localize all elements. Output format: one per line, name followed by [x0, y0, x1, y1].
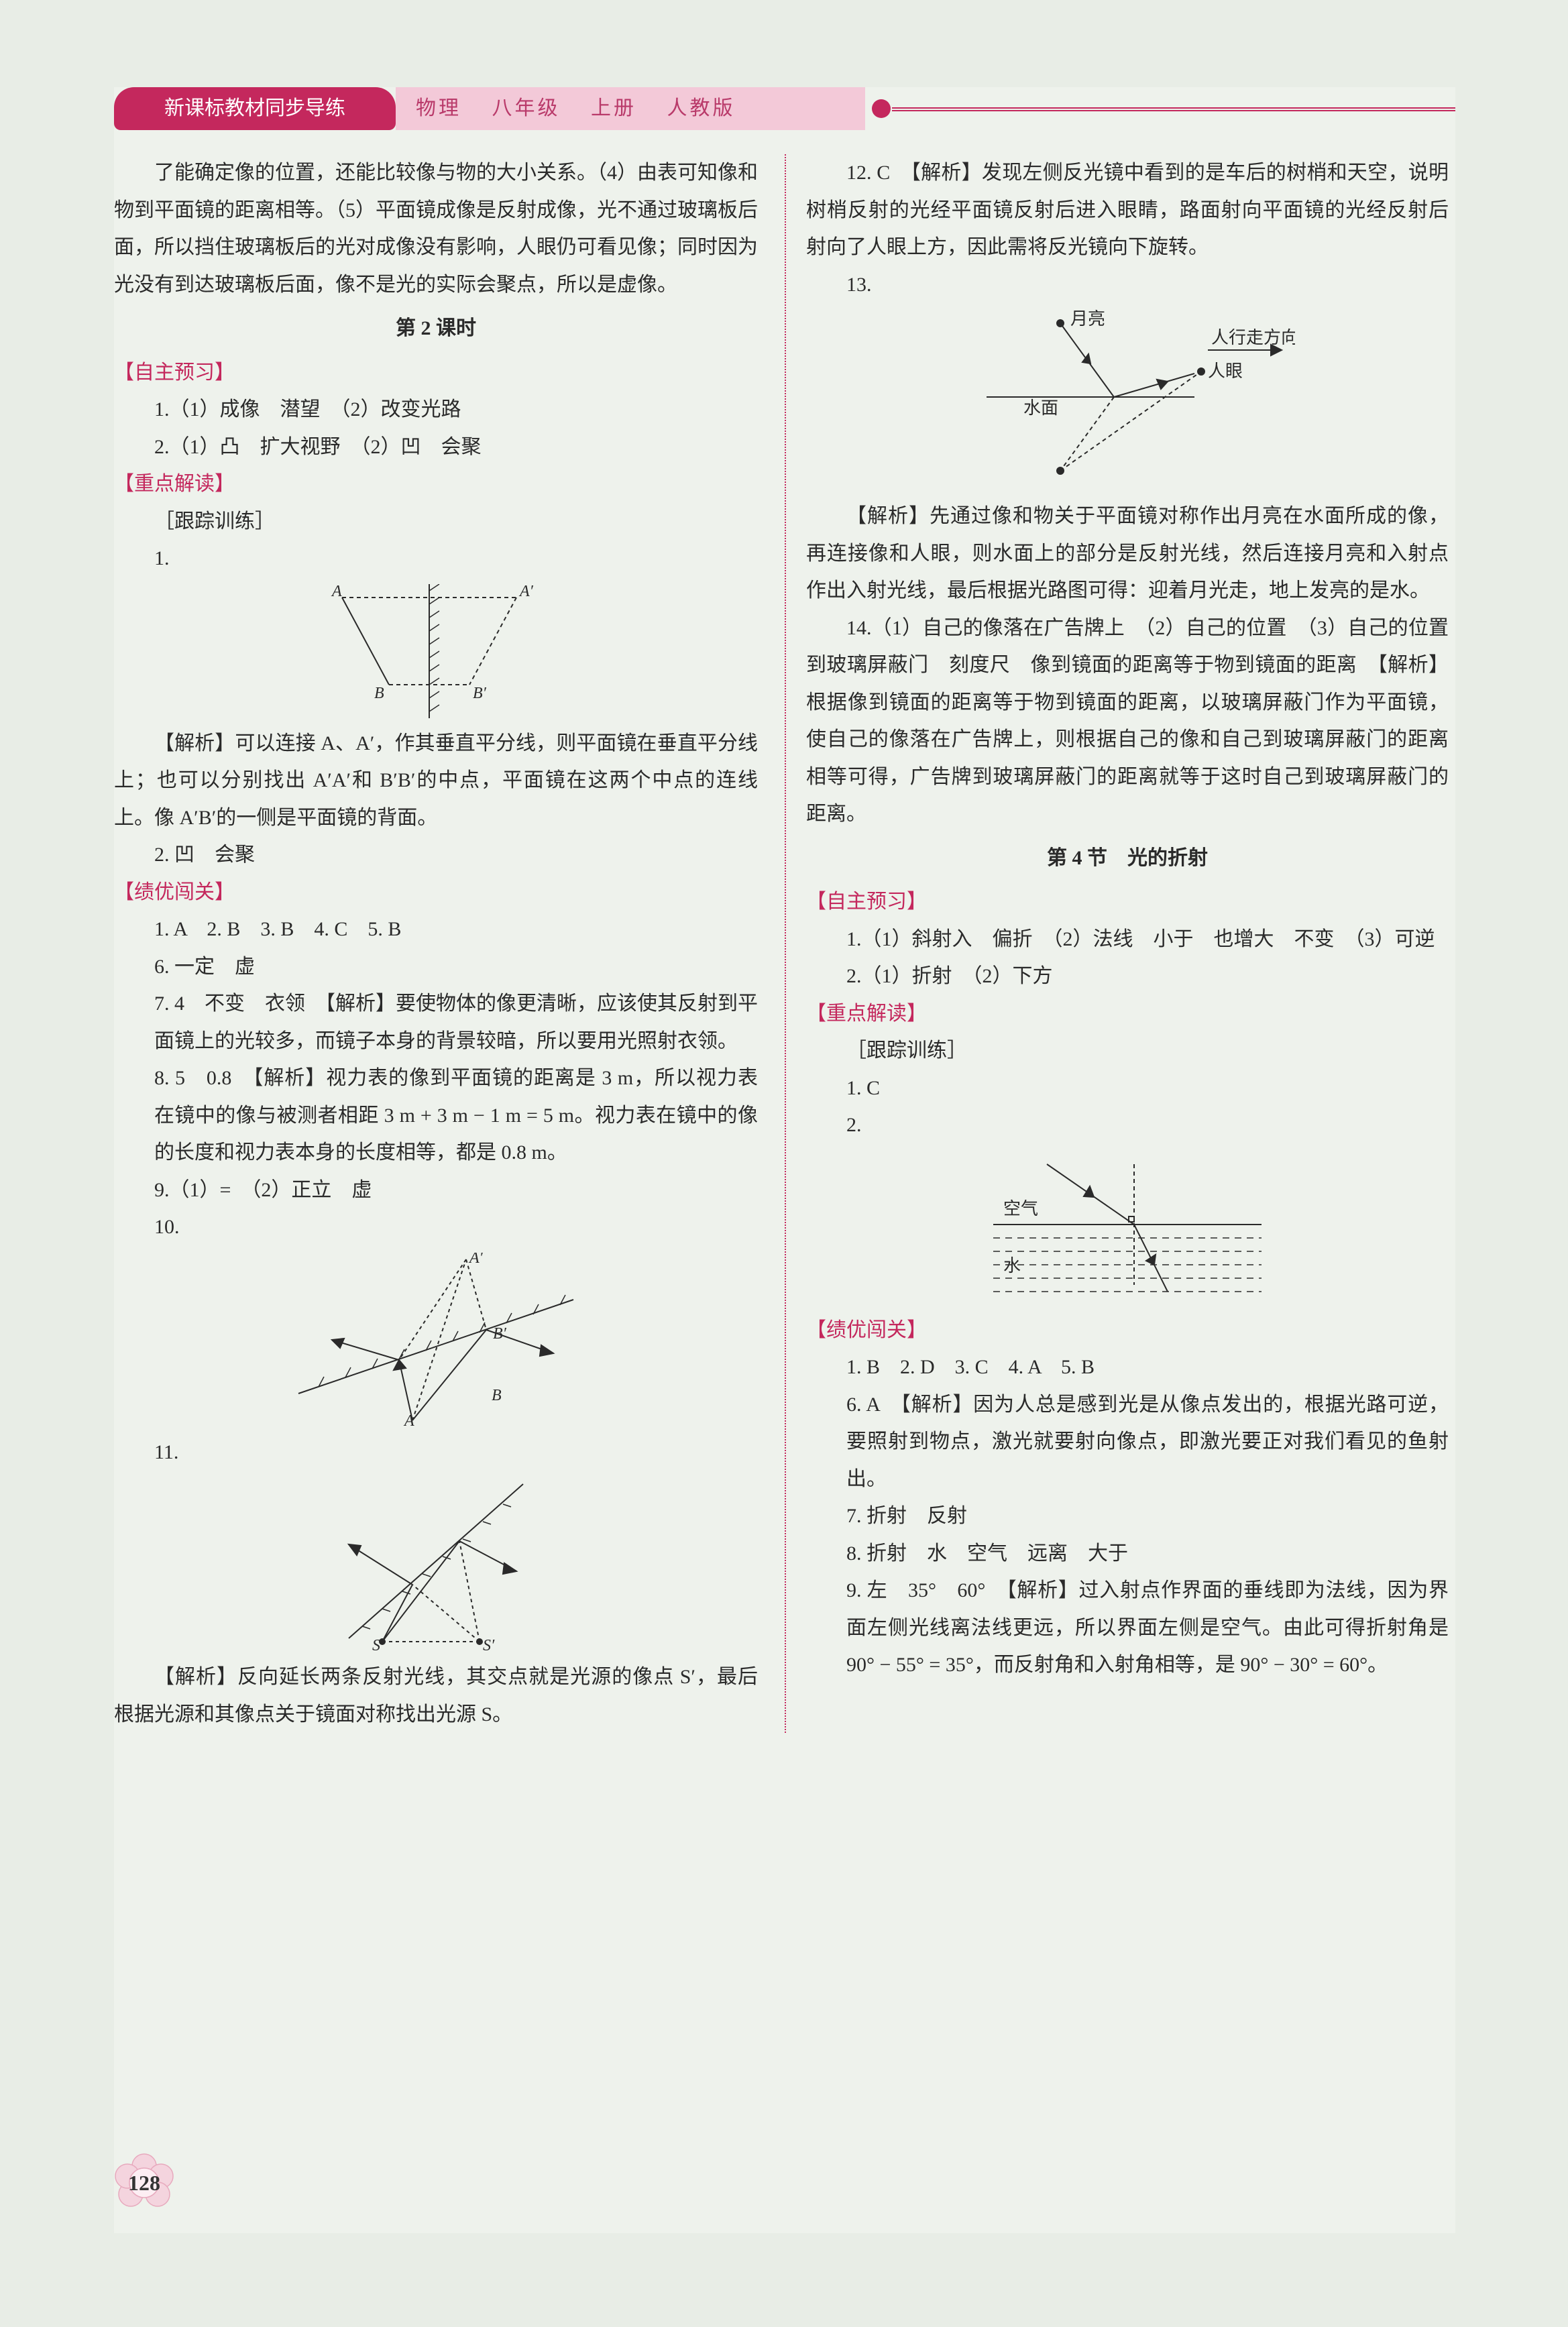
label-eye: 人眼: [1208, 361, 1243, 381]
zizhu-item-2: 2.（1）凸 扩大视野 （2）凹 会聚: [114, 429, 758, 466]
zizhu-r-2: 2.（1）折射 （2）下方: [806, 958, 1449, 995]
jy-6-r: 6. A 【解析】因为人总是感到光是从像点发出的，根据光路可逆，要照射到物点，激…: [806, 1386, 1449, 1498]
zhongdian-label-r: 【重点解读】: [806, 995, 1449, 1033]
jy-9-r: 9. 左 35° 60° 【解析】过入射点作界面的垂线即为法线，因为界面左侧光线…: [806, 1572, 1449, 1684]
gz-1: 1. C: [806, 1070, 1449, 1107]
jy-8: 8. 5 0.8 【解析】视力表的像到平面镜的距离是 3 m，所以视力表在镜中的…: [114, 1060, 758, 1172]
label-A: A: [331, 584, 342, 600]
r-12: 12. C 【解析】发现左侧反光镜中看到的是车后的树梢和天空，说明树梢反射的光经…: [806, 154, 1449, 266]
grade: 八年级: [492, 97, 561, 119]
content-columns: 了能确定像的位置，还能比较像与物的大小关系。（4）由表可知像和物到平面镜的距离相…: [114, 154, 1455, 1733]
jy-1-5: 1. A 2. B 3. B 4. C 5. B: [114, 911, 758, 948]
label-air: 空气: [1003, 1199, 1038, 1218]
page-number-badge: 128: [114, 2153, 174, 2213]
header-meta: 物理 八年级 上册 人教版: [396, 87, 865, 130]
label-water: 水面: [1023, 398, 1058, 418]
zizhu-r-1: 1.（1）斜射入 偏折 （2）法线 小于 也增大 不变 （3）可逆: [806, 921, 1449, 958]
header-dot-icon: [872, 99, 891, 118]
label-S: S: [372, 1637, 380, 1652]
page-header: 新课标教材同步导练 物理 八年级 上册 人教版: [114, 87, 1455, 134]
label-A2: A: [403, 1412, 414, 1427]
label-Sp: S′: [483, 1637, 495, 1652]
intro-paragraph: 了能确定像的位置，还能比较像与物的大小关系。（4）由表可知像和物到平面镜的距离相…: [114, 154, 758, 303]
jiyou-label-r: 【绩优闯关】: [806, 1312, 1449, 1349]
gz-2: 2.: [806, 1106, 1449, 1144]
mirror-diagram-3: S S′: [309, 1477, 563, 1652]
zizhu-item-1: 1.（1）成像 潜望 （2）改变光路: [114, 391, 758, 429]
mirror-diagram-1: A A′ B B′: [302, 584, 570, 718]
genzong-label: ［跟踪训练］: [114, 503, 758, 541]
label-Ap: A′: [518, 584, 534, 600]
label-Bp: B′: [473, 685, 487, 702]
page-number: 128: [114, 2153, 174, 2213]
series-tab: 新课标教材同步导练: [114, 87, 396, 130]
label-B: B: [374, 685, 384, 702]
label-B2: B: [492, 1387, 502, 1404]
zhongdian-label: 【重点解读】: [114, 465, 758, 503]
edition: 人教版: [667, 97, 736, 119]
r-14: 14.（1）自己的像落在广告牌上 （2）自己的位置 （3）自己的位置到玻璃屏蔽门…: [806, 610, 1449, 833]
jiyou-label: 【绩优闯关】: [114, 874, 758, 911]
r-13-jiexi: 【解析】先通过像和物关于平面镜对称作出月亮在水面所成的像，再连接像和人眼，则水面…: [806, 498, 1449, 610]
label-moon: 月亮: [1070, 310, 1105, 329]
jy-10: 10.: [114, 1208, 758, 1246]
jy-6: 6. 一定 虚: [114, 948, 758, 986]
jiexi-11: 【解析】反向延长两条反射光线，其交点就是光源的像点 S′，最后根据光源和其像点关…: [114, 1658, 758, 1733]
r-13: 13.: [806, 266, 1449, 304]
jy-11: 11.: [114, 1434, 758, 1471]
zizhu-label: 【自主预习】: [114, 354, 758, 392]
genzong-item-2: 2. 凹 会聚: [114, 836, 758, 874]
left-column: 了能确定像的位置，还能比较像与物的大小关系。（4）由表可知像和物到平面镜的距离相…: [114, 154, 758, 1733]
jy-9: 9.（1）= （2）正立 虚: [114, 1172, 758, 1209]
jy-8-r: 8. 折射 水 空气 远离 大于: [806, 1535, 1449, 1573]
refraction-diagram: 空气 水: [966, 1151, 1288, 1305]
jiexi-1: 【解析】可以连接 A、A′，作其垂直平分线，则平面镜在垂直平分线上；也可以分别找…: [114, 725, 758, 837]
label-walk: 人行走方向: [1211, 328, 1295, 347]
right-column: 12. C 【解析】发现左侧反光镜中看到的是车后的树梢和天空，说明树梢反射的光经…: [785, 154, 1449, 1733]
jy-15-r: 1. B 2. D 3. C 4. A 5. B: [806, 1349, 1449, 1386]
jy-7: 7. 4 不变 衣领 【解析】要使物体的像更清晰，应该使其反射到平面镜上的光较多…: [114, 985, 758, 1060]
header-rule-icon: [892, 107, 1455, 111]
genzong-item-1: 1.: [114, 540, 758, 577]
zizhu-label-r: 【自主预习】: [806, 883, 1449, 921]
label-water2: 水: [1003, 1256, 1021, 1275]
section-4-title: 第 4 节 光的折射: [806, 840, 1449, 877]
moon-water-diagram: 月亮 人行走方向 人眼 水面: [960, 310, 1295, 491]
volume: 上册: [591, 97, 636, 119]
genzong-label-r: ［跟踪训练］: [806, 1032, 1449, 1070]
mirror-diagram-2: A A′ B B′: [292, 1253, 580, 1427]
subject: 物理: [416, 97, 461, 119]
lesson-2-title: 第 2 课时: [114, 310, 758, 347]
label-Bp2: B′: [493, 1325, 507, 1343]
label-Ap2: A′: [468, 1253, 484, 1267]
jy-7-r: 7. 折射 反射: [806, 1497, 1449, 1535]
